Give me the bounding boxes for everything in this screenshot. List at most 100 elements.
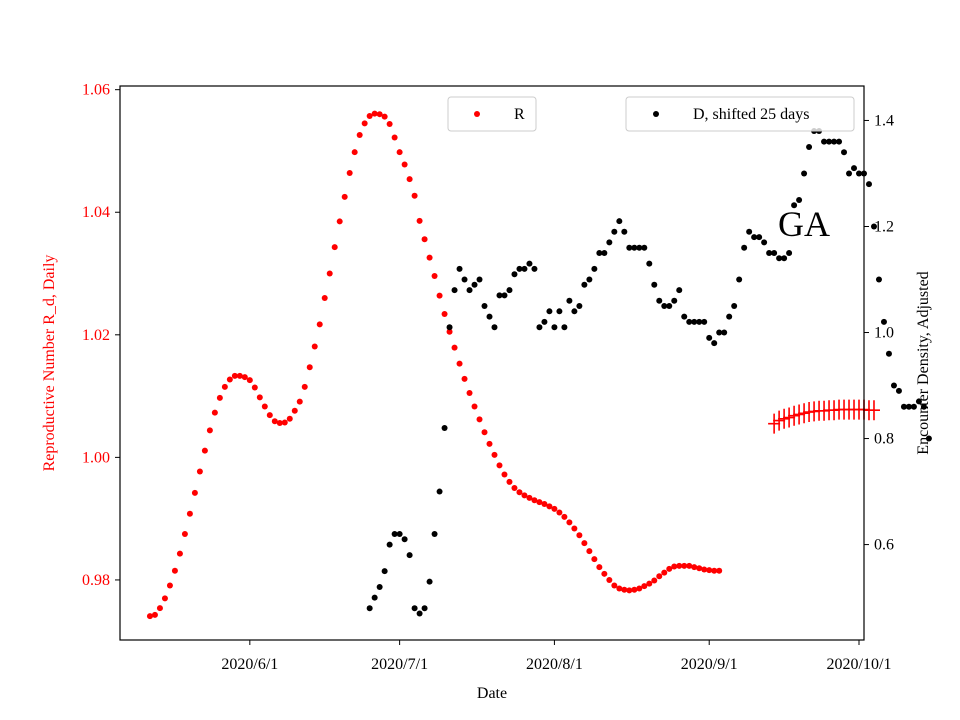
r-point — [296, 398, 303, 405]
r-point — [606, 576, 613, 583]
d-point — [471, 281, 478, 288]
d-point — [776, 255, 783, 262]
d-point — [736, 276, 743, 283]
left-axis-title: Reproductive Number R_d, Daily — [41, 255, 58, 472]
legend-d-label: D, shifted 25 days — [693, 106, 809, 123]
d-point — [900, 403, 907, 410]
right-tick-label: 1.2 — [874, 218, 894, 235]
x-axis-ticks: 2020/6/1 2020/7/1 2020/8/1 2020/9/1 2020/10/… — [221, 640, 891, 673]
d-point — [676, 287, 683, 294]
d-point — [846, 170, 853, 177]
r-point — [626, 587, 633, 594]
d-point — [516, 265, 523, 272]
r-estimate-point — [773, 410, 786, 431]
right-tick-label: 1.4 — [874, 112, 894, 129]
left-tick-label: 1.02 — [82, 327, 110, 344]
r-point — [336, 218, 343, 225]
d-point — [456, 265, 463, 272]
x-tick-label: 2020/7/1 — [371, 656, 428, 673]
r-point — [521, 492, 528, 499]
d-point — [451, 287, 458, 294]
d-point — [556, 308, 563, 315]
r-point — [561, 513, 568, 520]
r-point — [231, 372, 238, 379]
d-point — [641, 244, 648, 251]
d-point — [606, 239, 613, 246]
d-point — [616, 218, 623, 225]
r-point — [646, 580, 653, 587]
r-point — [611, 582, 618, 589]
d-point — [486, 313, 493, 320]
r-point — [191, 489, 198, 496]
r-point — [426, 254, 433, 261]
r-point — [401, 161, 408, 168]
d-point — [716, 329, 723, 336]
series-r-estimate — [768, 399, 880, 434]
left-tick-label: 1.04 — [82, 204, 110, 221]
r-point — [261, 403, 268, 410]
d-point — [626, 244, 633, 251]
r-point — [481, 429, 488, 436]
axes-frame — [119, 85, 865, 641]
d-point — [481, 303, 488, 310]
r-estimate-point — [778, 408, 791, 429]
r-point — [476, 416, 483, 423]
right-axis-ticks: 0.6 0.8 1.0 1.2 1.4 — [864, 112, 894, 554]
d-point — [511, 271, 518, 278]
r-point — [491, 451, 498, 458]
r-point — [661, 569, 668, 576]
d-point — [381, 568, 388, 575]
d-point — [781, 255, 788, 262]
r-point — [581, 540, 588, 547]
r-point — [286, 415, 293, 422]
d-point — [691, 318, 698, 325]
x-axis-title: Date — [477, 685, 507, 702]
d-point — [831, 138, 838, 145]
r-point — [696, 565, 703, 572]
r-point — [651, 577, 658, 584]
r-point — [221, 383, 228, 390]
r-point — [341, 193, 348, 200]
d-point — [856, 170, 863, 177]
x-tick-label: 2020/8/1 — [526, 656, 583, 673]
d-point — [666, 303, 673, 310]
d-point — [751, 234, 758, 241]
d-point — [396, 530, 403, 537]
d-point — [576, 303, 583, 310]
r-point — [556, 509, 563, 516]
state-annotation: GA — [778, 204, 830, 244]
d-point — [446, 324, 453, 331]
r-point — [616, 585, 623, 592]
d-point — [526, 260, 533, 267]
d-point — [826, 138, 833, 145]
r-point — [571, 525, 578, 532]
d-point — [806, 143, 813, 150]
d-point — [586, 276, 593, 283]
r-point — [461, 375, 468, 382]
d-point — [431, 530, 438, 537]
d-point — [581, 281, 588, 288]
r-point — [176, 550, 183, 557]
r-point — [691, 564, 698, 571]
d-point — [841, 149, 848, 156]
r-point — [226, 376, 233, 383]
r-point — [466, 390, 473, 397]
legend-d-marker — [653, 111, 659, 117]
r-point — [281, 419, 288, 426]
r-point — [406, 176, 413, 183]
d-point — [681, 313, 688, 320]
d-point — [821, 138, 828, 145]
r-point — [516, 489, 523, 496]
d-point — [885, 350, 892, 357]
d-point — [865, 181, 872, 188]
r-point — [201, 447, 208, 454]
d-point — [536, 324, 543, 331]
d-point — [915, 398, 922, 405]
d-point — [386, 541, 393, 548]
d-point — [566, 297, 573, 304]
d-point — [551, 324, 558, 331]
d-point — [786, 249, 793, 256]
r-point — [271, 418, 278, 425]
r-point — [351, 149, 358, 156]
r-point — [471, 403, 478, 410]
